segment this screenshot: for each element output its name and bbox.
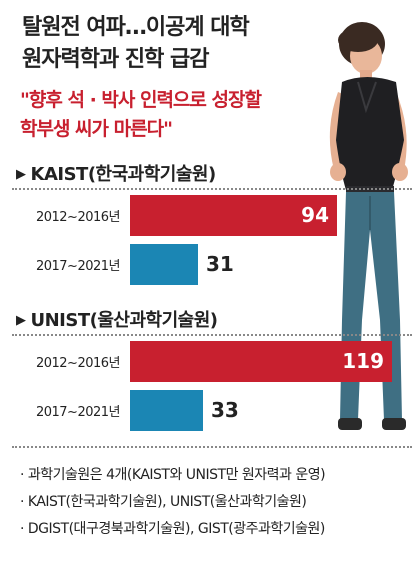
kaist-bar-label-1: 2012~2016년	[35, 210, 121, 225]
quote-line-2: 학부생 씨가 마른다"	[20, 118, 173, 140]
unist-bar-label-1: 2012~2016년	[35, 356, 121, 371]
headline-line-2: 원자력학과 진학 급감	[22, 47, 209, 72]
kaist-section-title: ▶ KAIST(한국과학기술원)	[16, 160, 216, 186]
footnotes: · 과학기술원은 4개(KAIST와 UNIST만 원자력과 운영) · KAI…	[20, 462, 326, 543]
kaist-title-text: KAIST(한국과학기술원)	[30, 164, 217, 185]
unist-bar-2012-2016	[130, 341, 392, 382]
kaist-bar-2012-2016	[130, 195, 337, 236]
unist-bar-2017-2021	[130, 390, 203, 431]
unist-value-2017-2021: 33	[211, 398, 239, 422]
kaist-divider	[12, 188, 412, 190]
unist-bar-label-2: 2017~2021년	[35, 405, 121, 420]
footnote-1: · 과학기술원은 4개(KAIST와 UNIST만 원자력과 운영)	[20, 467, 326, 483]
kaist-bar-label-2: 2017~2021년	[35, 259, 121, 274]
unist-title-text: UNIST(울산과학기술원)	[30, 310, 219, 331]
triangle-bullet-icon: ▶	[16, 167, 26, 182]
kaist-value-2017-2021: 31	[206, 252, 234, 276]
footnote-2: · KAIST(한국과학기술원), UNIST(울산과학기술원)	[20, 494, 307, 510]
kaist-bar-2017-2021	[130, 244, 198, 285]
kaist-value-2012-2016: 94	[301, 203, 329, 227]
notes-divider	[12, 446, 412, 448]
unist-value-2012-2016: 119	[342, 349, 384, 373]
triangle-bullet-icon: ▶	[16, 313, 26, 328]
footnote-3: · DGIST(대구경북과학기술원), GIST(광주과학기술원)	[20, 521, 325, 537]
unist-divider	[12, 334, 412, 336]
headline: 탈원전 여파…이공계 대학 원자력학과 진학 급감	[22, 12, 250, 76]
unist-section-title: ▶ UNIST(울산과학기술원)	[16, 306, 218, 332]
quote-line-1: "향후 석 · 박사 인력으로 성장할	[20, 89, 262, 111]
headline-line-1: 탈원전 여파…이공계 대학	[22, 15, 250, 40]
quote: "향후 석 · 박사 인력으로 성장할 학부생 씨가 마른다"	[20, 86, 262, 144]
